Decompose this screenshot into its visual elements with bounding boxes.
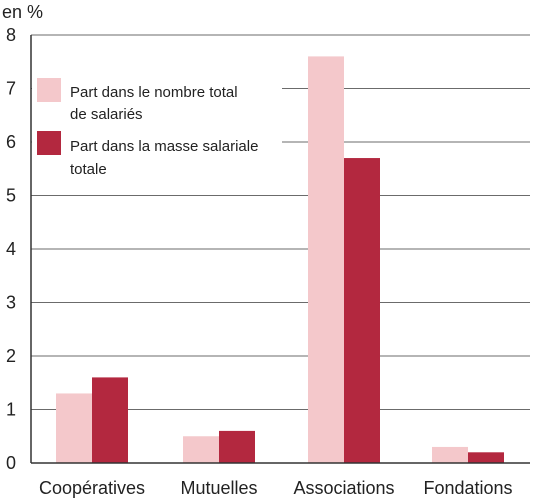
legend-background — [32, 70, 282, 185]
y-tick-label: 5 — [6, 186, 16, 206]
bar-salaries — [432, 446, 468, 463]
y-tick-label: 6 — [6, 132, 16, 152]
legend: Part dans le nombre total de salariés Part… — [32, 70, 282, 185]
y-tick-label: 2 — [6, 346, 16, 366]
y-tick-label: 4 — [6, 239, 16, 259]
y-unit-label: en % — [2, 2, 43, 22]
legend-swatch — [37, 131, 61, 155]
bar-salaries — [183, 436, 219, 463]
legend-label: totale — [70, 161, 107, 178]
y-tick-label: 8 — [6, 25, 16, 45]
x-category-labels: Coopératives Mutuelles Associations Fondati… — [39, 478, 513, 498]
bar-salaries — [308, 56, 344, 464]
x-category-label: Associations — [293, 478, 394, 498]
bar-masse-salariale — [344, 158, 380, 464]
x-category-label: Coopératives — [39, 478, 145, 498]
axes — [30, 35, 530, 464]
legend-label: Part dans la masse salariale — [70, 138, 258, 155]
bars — [56, 56, 504, 464]
bar-masse-salariale — [468, 452, 504, 463]
legend-swatch — [37, 78, 61, 102]
bar-masse-salariale — [92, 377, 128, 463]
y-tick-label: 7 — [6, 79, 16, 99]
x-category-label: Mutuelles — [180, 478, 257, 498]
legend-label: de salariés — [70, 106, 143, 123]
bar-masse-salariale — [219, 430, 255, 463]
y-tick-label: 3 — [6, 293, 16, 313]
y-tick-label: 1 — [6, 400, 16, 420]
bar-salaries — [56, 393, 92, 463]
y-tick-labels: 0 1 2 3 4 5 6 7 8 — [6, 25, 16, 473]
legend-label: Part dans le nombre total — [70, 84, 238, 101]
x-category-label: Fondations — [423, 478, 512, 498]
y-tick-label: 0 — [6, 453, 16, 473]
